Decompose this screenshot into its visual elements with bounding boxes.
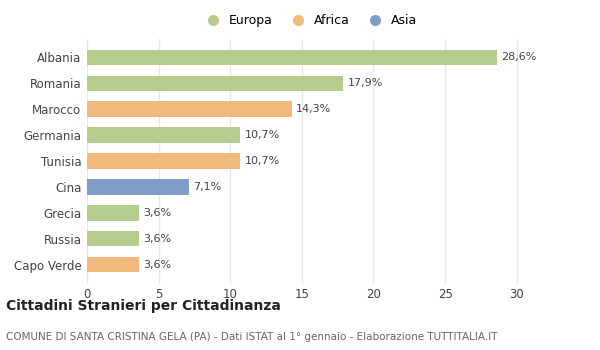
Legend: Europa, Africa, Asia: Europa, Africa, Asia: [200, 14, 418, 27]
Text: 14,3%: 14,3%: [296, 104, 331, 114]
Bar: [87, 179, 188, 195]
Bar: [87, 127, 240, 143]
Text: 10,7%: 10,7%: [245, 156, 280, 166]
Text: 3,6%: 3,6%: [143, 234, 171, 244]
Text: 28,6%: 28,6%: [501, 52, 536, 62]
Text: 3,6%: 3,6%: [143, 208, 171, 218]
Bar: [87, 205, 139, 220]
Text: COMUNE DI SANTA CRISTINA GELA (PA) - Dati ISTAT al 1° gennaio - Elaborazione TUT: COMUNE DI SANTA CRISTINA GELA (PA) - Dat…: [6, 331, 497, 342]
Bar: [87, 50, 497, 65]
Text: 3,6%: 3,6%: [143, 260, 171, 270]
Bar: [87, 231, 139, 246]
Bar: [87, 76, 343, 91]
Text: Cittadini Stranieri per Cittadinanza: Cittadini Stranieri per Cittadinanza: [6, 299, 281, 313]
Text: 7,1%: 7,1%: [193, 182, 221, 192]
Bar: [87, 153, 240, 169]
Bar: [87, 102, 292, 117]
Bar: [87, 257, 139, 272]
Text: 17,9%: 17,9%: [347, 78, 383, 88]
Text: 10,7%: 10,7%: [245, 130, 280, 140]
